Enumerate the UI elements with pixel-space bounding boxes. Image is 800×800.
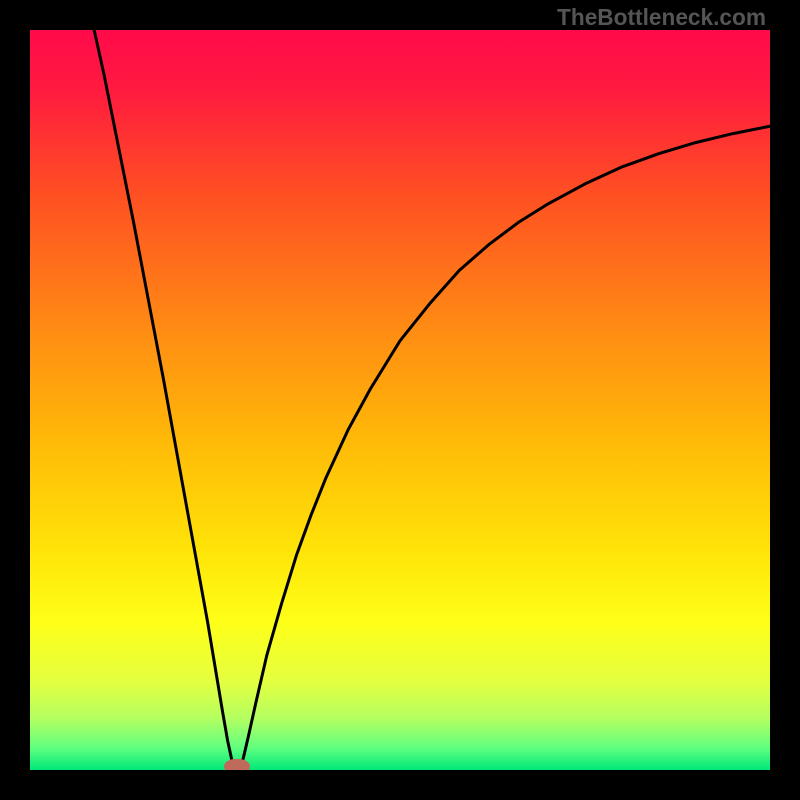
bottleneck-curve [30,30,770,770]
minimum-marker [224,759,250,770]
chart-frame: TheBottleneck.com [0,0,800,800]
watermark-text: TheBottleneck.com [557,4,766,31]
plot-area [30,30,770,770]
